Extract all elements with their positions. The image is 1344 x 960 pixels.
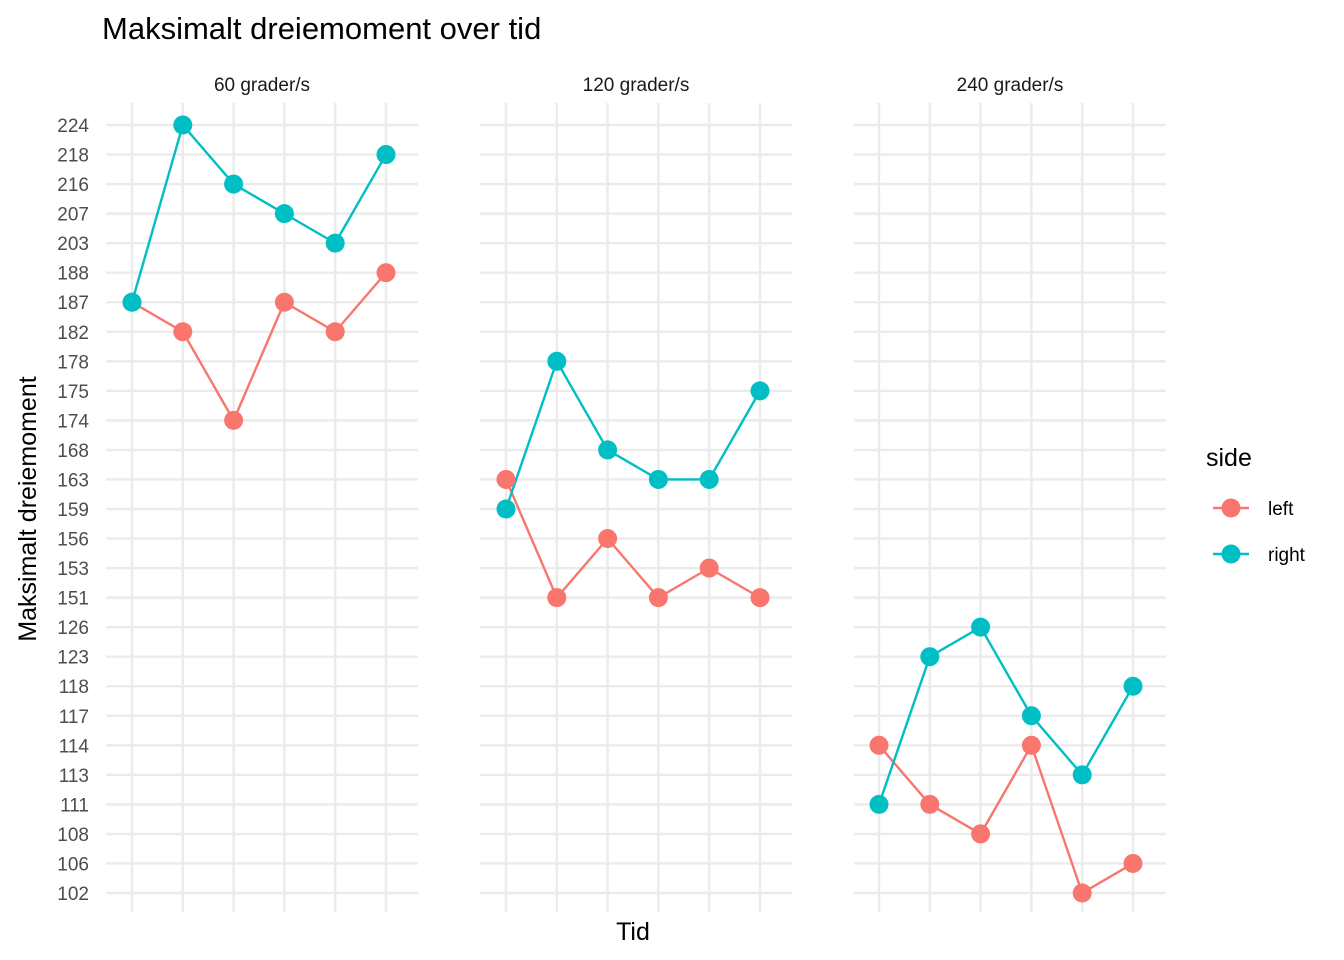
y-tick-label: 218 <box>57 146 89 167</box>
y-tick-label: 207 <box>57 205 89 226</box>
facet-label: 120 grader/s <box>583 75 690 96</box>
y-tick-label: 102 <box>57 884 89 905</box>
data-point-right <box>648 469 668 489</box>
data-point-right <box>699 469 719 489</box>
series-line-left <box>131 271 387 424</box>
data-point-right <box>325 233 345 253</box>
data-point-left <box>699 558 719 578</box>
legend-title: side <box>1206 444 1252 472</box>
data-point-right <box>598 440 618 460</box>
data-point-right <box>1123 676 1143 696</box>
data-point-right <box>920 647 940 667</box>
y-tick-label: 187 <box>57 293 89 314</box>
y-tick-label: 108 <box>57 825 89 846</box>
y-tick-label: 216 <box>57 175 89 196</box>
y-tick-label: 163 <box>57 470 89 491</box>
series-line-right <box>877 625 1135 805</box>
data-point-left <box>173 322 193 342</box>
y-tick-label: 168 <box>57 441 89 462</box>
data-point-right <box>122 292 142 312</box>
data-point-left <box>1123 853 1143 873</box>
data-point-left <box>376 263 396 283</box>
data-point-right <box>274 204 294 224</box>
data-point-left <box>1072 883 1092 903</box>
legend: side left right <box>1206 444 1306 566</box>
y-axis-title: Maksimalt dreiemoment <box>14 376 42 641</box>
y-tick-label: 153 <box>57 559 89 580</box>
legend-label-right: right <box>1268 545 1306 566</box>
data-point-right <box>971 617 991 637</box>
data-point-left <box>274 292 294 312</box>
y-tick-label: 118 <box>59 677 89 698</box>
y-tick-label: 175 <box>57 382 89 403</box>
y-tick-label: 113 <box>59 766 89 787</box>
series-line-left <box>504 478 761 600</box>
data-point-left <box>598 529 618 549</box>
data-point-right <box>869 794 889 814</box>
data-point-right <box>224 174 244 194</box>
y-tick-label: 151 <box>57 589 89 610</box>
data-point-right <box>376 145 396 165</box>
data-point-right <box>496 499 516 519</box>
chart-title: Maksimalt dreiemoment over tid <box>102 11 541 46</box>
y-tick-label: 188 <box>57 264 89 285</box>
data-point-left <box>325 322 345 342</box>
data-point-left <box>750 588 770 608</box>
data-point-left <box>496 469 516 489</box>
data-point-right <box>1021 706 1041 726</box>
legend-key-point <box>1221 498 1241 518</box>
data-point-left <box>648 588 668 608</box>
legend-key-point <box>1221 544 1241 564</box>
y-tick-label: 114 <box>59 736 90 757</box>
series-line-right <box>130 122 388 303</box>
y-tick-label: 156 <box>57 530 89 551</box>
facet-label: 60 grader/s <box>214 75 310 96</box>
facet-label: 240 grader/s <box>957 75 1064 96</box>
y-tick-label: 126 <box>57 618 89 639</box>
y-tick-label: 123 <box>57 648 89 669</box>
y-tick-label: 178 <box>57 352 89 373</box>
y-tick-label: 203 <box>57 234 89 255</box>
data-point-right <box>547 351 567 371</box>
x-axis-title: Tid <box>616 918 650 946</box>
y-tick-label: 111 <box>60 795 89 816</box>
y-tick-label: 174 <box>57 411 89 432</box>
data-point-left <box>971 824 991 844</box>
data-point-right <box>173 115 193 135</box>
series-line-left <box>878 742 1134 895</box>
y-tick-label: 106 <box>57 854 89 875</box>
y-tick-label: 224 <box>57 116 89 137</box>
y-tick-label: 117 <box>59 707 89 728</box>
data-point-left <box>869 735 889 755</box>
data-point-left <box>920 794 940 814</box>
data-point-left <box>1021 735 1041 755</box>
data-point-left <box>224 410 244 430</box>
y-tick-label: 159 <box>57 500 89 521</box>
data-point-right <box>1072 765 1092 785</box>
data-point-left <box>547 588 567 608</box>
series-line-right <box>504 358 762 510</box>
data-point-right <box>750 381 770 401</box>
legend-label-left: left <box>1268 499 1294 520</box>
y-tick-label: 182 <box>57 323 89 344</box>
